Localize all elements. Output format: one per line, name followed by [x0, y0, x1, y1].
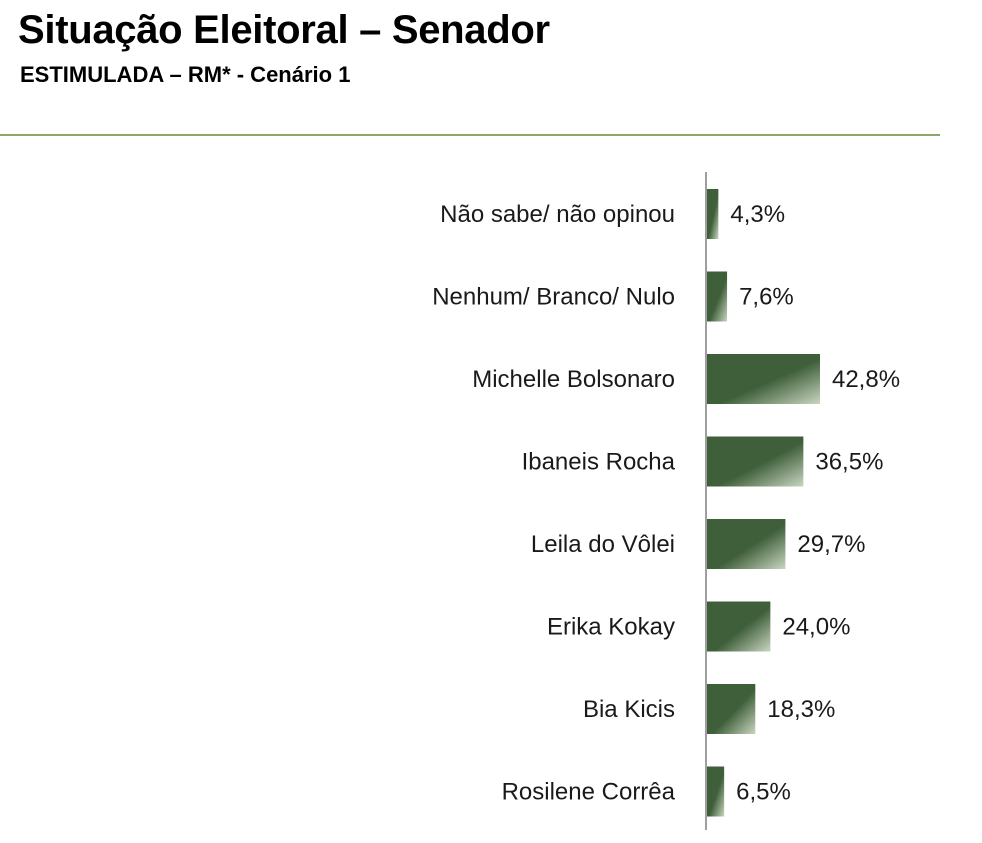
bar	[707, 601, 771, 652]
header-divider	[0, 134, 940, 136]
category-label: Michelle Bolsonaro	[472, 366, 675, 393]
bar	[707, 519, 786, 569]
bar	[707, 436, 804, 487]
data-label: 7,6%	[739, 284, 794, 311]
bar	[707, 189, 719, 239]
bar	[707, 354, 820, 404]
category-label: Leila do Vôlei	[531, 531, 675, 558]
data-label: 4,3%	[730, 201, 785, 228]
bar	[707, 271, 728, 322]
chart-subtitle: ESTIMULADA – RM* - Cenário 1	[20, 62, 351, 87]
category-label: Rosilene Corrêa	[502, 779, 676, 806]
category-label: Nenhum/ Branco/ Nulo	[432, 284, 675, 311]
bar	[707, 684, 756, 734]
category-label: Erika Kokay	[547, 614, 675, 641]
category-label: Bia Kicis	[583, 696, 675, 723]
data-label: 42,8%	[832, 366, 900, 393]
chart-title: Situação Eleitoral – Senador	[18, 8, 550, 52]
data-label: 18,3%	[767, 696, 835, 723]
bar	[707, 766, 725, 817]
data-label: 6,5%	[736, 779, 791, 806]
data-label: 24,0%	[782, 614, 850, 641]
category-label: Não sabe/ não opinou	[440, 201, 675, 228]
data-label: 36,5%	[815, 449, 883, 476]
category-label: Ibaneis Rocha	[522, 449, 676, 476]
data-label: 29,7%	[797, 531, 865, 558]
